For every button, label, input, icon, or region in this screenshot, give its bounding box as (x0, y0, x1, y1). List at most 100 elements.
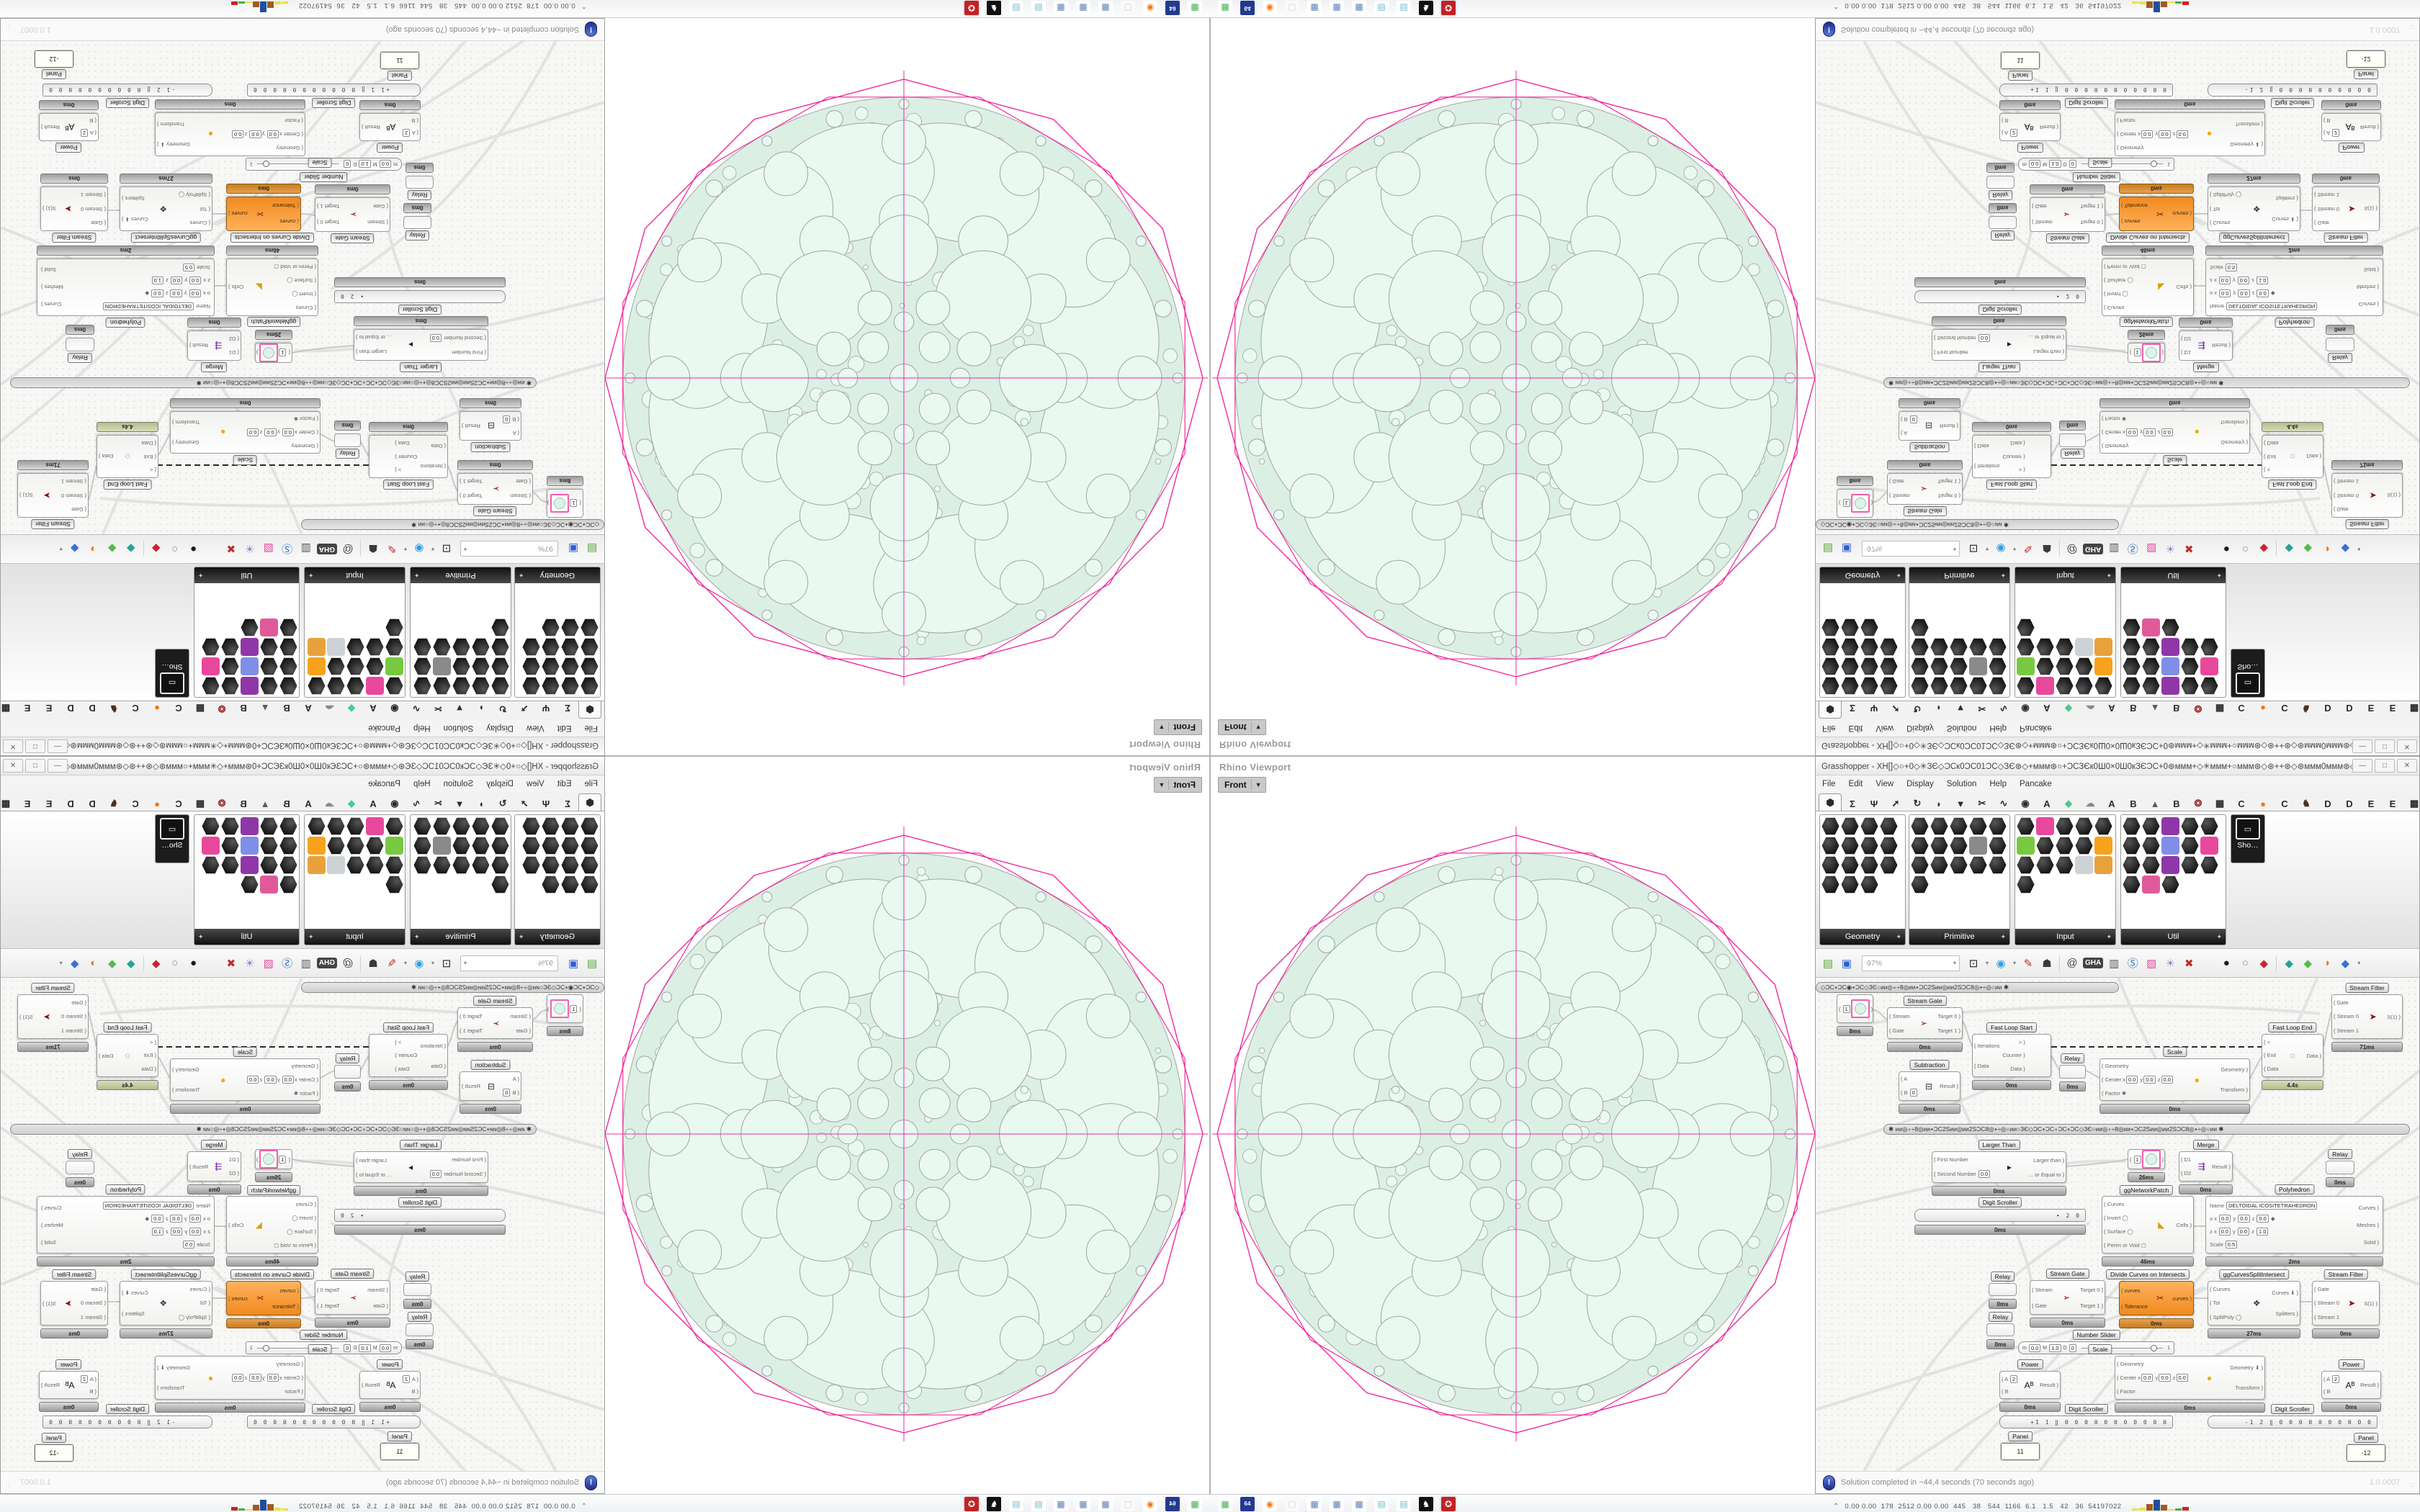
component-icon[interactable] (1841, 638, 1859, 656)
toolbar-icon[interactable]: ▥ (300, 957, 311, 970)
toolbar-icon[interactable]: ○ (171, 543, 179, 555)
plugin-tab[interactable]: A (2043, 798, 2051, 809)
component-icon[interactable] (2056, 837, 2074, 855)
component-icon[interactable] (2094, 638, 2112, 656)
toolbar-icon[interactable]: ▣ (568, 542, 579, 555)
component-icon[interactable] (2142, 618, 2160, 636)
param-circle-top[interactable]: 18ms (1837, 994, 1873, 1036)
toolbar-icon[interactable]: ☀ (2165, 957, 2175, 970)
category-tab[interactable]: ↻ (498, 798, 507, 809)
component-icon[interactable] (241, 837, 259, 855)
component-icon[interactable] (308, 817, 326, 835)
component-icon[interactable] (385, 837, 403, 855)
component-icon[interactable] (561, 856, 579, 874)
component-icon[interactable] (366, 638, 384, 656)
plugin-tab[interactable]: D (67, 798, 74, 809)
plugin-tab[interactable]: C (2238, 798, 2245, 809)
category-tab[interactable]: ✂ (434, 703, 442, 714)
category-tab[interactable]: Ψ (542, 703, 550, 714)
minimize-button[interactable]: — (2352, 759, 2372, 773)
relay-4[interactable]: Relay 0ms (405, 163, 434, 200)
relay-3[interactable]: Relay 0ms (403, 1272, 431, 1309)
component-icon[interactable] (2123, 817, 2141, 835)
component-icon[interactable] (1930, 638, 1948, 656)
toolbar-icon[interactable]: ▥ (2109, 957, 2120, 970)
component-icon[interactable] (1841, 876, 1859, 894)
subtraction[interactable]: SubtractionAB 0⊟Result0ms (1899, 1060, 1960, 1114)
digit-scroller-3[interactable]: Digit Scroller -1 2 ‖ 0 0 0 0 0 0 0 0 0 0 (2208, 84, 2378, 108)
firefox-icon[interactable]: ◉ (1143, 1496, 1157, 1511)
stream-filter-2[interactable]: Stream FilterGateStream 0Stream 1➤S(1)0m… (2312, 1269, 2380, 1338)
panel-2[interactable]: Panel -12 (2346, 1433, 2386, 1462)
category-tab[interactable]: ⬢ (1819, 701, 1842, 719)
component-icon[interactable] (1930, 657, 1948, 675)
toolbar-icon[interactable]: ◆ (127, 957, 135, 970)
resize-grip[interactable]: ∷ (2410, 1481, 2415, 1489)
component-icon[interactable] (2017, 876, 2035, 894)
param-circle-top[interactable]: 18ms (547, 994, 583, 1036)
category-tab[interactable]: ✂ (1978, 798, 1986, 809)
polyhedron[interactable]: Polyhedron Name DELTOIDAL ICOSITETRAHEDRO… (2205, 1184, 2383, 1266)
maximize-button[interactable]: □ (2375, 739, 2395, 753)
subtraction[interactable]: SubtractionAB 0⊟Result0ms (460, 398, 521, 452)
component-icon[interactable] (202, 677, 220, 695)
component-icon[interactable] (2075, 837, 2093, 855)
component-icon[interactable] (327, 856, 345, 874)
scale-2[interactable]: ScaleGeometryCenter x0.0 y0.0 z0.0Factor… (2088, 99, 2265, 168)
component-icon[interactable] (491, 618, 509, 636)
toolbar-icon[interactable]: ▥ (2109, 542, 2120, 555)
toolbar-icon[interactable]: Ⓢ (282, 958, 293, 970)
component-icon[interactable] (581, 618, 599, 636)
component-icon[interactable] (385, 856, 403, 874)
component-icon[interactable] (433, 657, 451, 675)
component-icon[interactable] (2017, 677, 2035, 695)
component-icon[interactable] (1989, 817, 2007, 835)
toolbar-icon[interactable]: ◆ (2341, 542, 2349, 555)
component-icon[interactable] (2161, 677, 2179, 695)
plugin-tab[interactable]: ▩ (2409, 703, 2419, 714)
rhino-viewport-window[interactable]: Rhino Viewport Front ▼ (604, 17, 1210, 756)
component-icon[interactable] (1950, 677, 1968, 695)
palette-label[interactable]: Util ✦ (2121, 567, 2226, 583)
component-icon[interactable] (385, 817, 403, 835)
gh-canvas[interactable]: ◇ƆC٭ƆC◉٭ƆC◇ЗЄ○ии◎∘÷8◎ии٭ƆC2Sии◎ии2SƆC٭◎8… (1, 978, 604, 1471)
power-2[interactable]: PowerA 2BAᴮResult0ms (39, 1359, 99, 1412)
toolbar-icon[interactable]: ◆ (71, 957, 79, 970)
digit-scroller-1[interactable]: Digit Scroller ∙ 2 0 0ms (1914, 1197, 2086, 1235)
component-icon[interactable] (202, 856, 220, 874)
component-icon[interactable] (2094, 817, 2112, 835)
stream-gate-2[interactable]: Stream GateStreamGate➢Target 0Target 10m… (315, 1269, 390, 1328)
component-icon[interactable] (327, 817, 345, 835)
toolbar-icon[interactable]: ▾ (2357, 960, 2361, 966)
component-icon[interactable] (241, 618, 259, 636)
plugin-tab[interactable]: A (305, 703, 312, 714)
category-tab[interactable]: ▼ (1955, 798, 1966, 809)
power-2[interactable]: PowerA 2BAᴮResult0ms (2321, 1359, 2381, 1412)
toolbar-icon[interactable]: ● (190, 957, 197, 969)
menu-item-edit[interactable]: Edit (557, 779, 572, 788)
component-icon[interactable] (260, 876, 278, 894)
component-icon[interactable] (1821, 657, 1839, 675)
component-icon[interactable] (542, 817, 560, 835)
toolbar-icon[interactable]: ⊡ (1968, 957, 1978, 970)
divide-curves-on-intersects[interactable]: Divide Curves on IntersectsCurvesInvert … (2102, 233, 2194, 316)
component-icon[interactable] (2161, 657, 2179, 675)
plugin-tab[interactable]: ❂ (218, 703, 226, 714)
stream-gate-2[interactable]: Stream GateStreamGate➢Target 0Target 10m… (2030, 184, 2105, 243)
plugin-tab[interactable]: ❂ (218, 798, 226, 809)
plugin-tab[interactable]: ▲ (260, 703, 270, 714)
component-icon[interactable] (221, 657, 239, 675)
component-icon[interactable] (472, 817, 490, 835)
category-tab[interactable]: ◗ (478, 798, 484, 809)
component-icon[interactable] (491, 856, 509, 874)
component-icon[interactable] (2142, 638, 2160, 656)
stream-filter-1[interactable]: Stream FilterGateStream 0Stream 1➤S(1)71… (2331, 460, 2403, 529)
menu-item-file[interactable]: File (1822, 779, 1836, 788)
toolbar-icon[interactable]: ▣ (1841, 957, 1852, 970)
scale-1[interactable]: ScaleGeometryCenter x0.0 y0.0 z0.0Factor… (2099, 398, 2250, 465)
component-icon[interactable] (2056, 856, 2074, 874)
component-icon[interactable] (491, 677, 509, 695)
toolbar-icon[interactable]: ☀ (245, 957, 255, 970)
toolbar-icon[interactable]: ▾ (404, 546, 408, 552)
gg-network-patch[interactable]: ggNetworkPatch126ms (2119, 1149, 2174, 1195)
